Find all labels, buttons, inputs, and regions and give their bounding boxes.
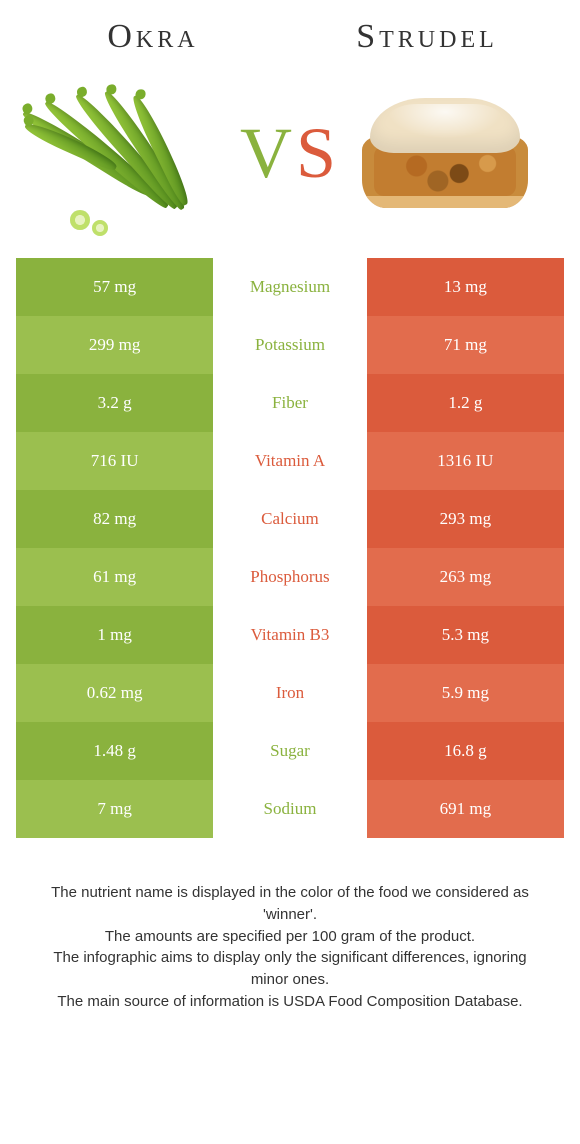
nutrient-label: Potassium bbox=[213, 316, 366, 374]
nutrient-label: Phosphorus bbox=[213, 548, 366, 606]
left-value: 0.62 mg bbox=[16, 664, 213, 722]
right-value: 263 mg bbox=[367, 548, 564, 606]
table-row: 299 mgPotassium71 mg bbox=[16, 316, 564, 374]
left-value: 1.48 g bbox=[16, 722, 213, 780]
left-value: 61 mg bbox=[16, 548, 213, 606]
footer-line-1: The nutrient name is displayed in the co… bbox=[46, 882, 534, 926]
nutrient-label: Fiber bbox=[213, 374, 366, 432]
table-row: 57 mgMagnesium13 mg bbox=[16, 258, 564, 316]
title-row: Okra Strudel bbox=[16, 18, 564, 56]
left-food-title: Okra bbox=[16, 18, 290, 56]
footer-line-2: The amounts are specified per 100 gram o… bbox=[46, 926, 534, 948]
vs-s: S bbox=[296, 113, 340, 193]
left-value: 1 mg bbox=[16, 606, 213, 664]
footer-line-3: The infographic aims to display only the… bbox=[46, 947, 534, 991]
right-value: 691 mg bbox=[367, 780, 564, 838]
strudel-illustration bbox=[350, 68, 540, 238]
table-row: 1.48 gSugar16.8 g bbox=[16, 722, 564, 780]
right-value: 5.3 mg bbox=[367, 606, 564, 664]
right-value: 5.9 mg bbox=[367, 664, 564, 722]
hero-row: VS bbox=[16, 68, 564, 258]
left-value: 57 mg bbox=[16, 258, 213, 316]
left-value: 3.2 g bbox=[16, 374, 213, 432]
footer-notes: The nutrient name is displayed in the co… bbox=[16, 838, 564, 1013]
right-value: 71 mg bbox=[367, 316, 564, 374]
right-value: 293 mg bbox=[367, 490, 564, 548]
nutrient-label: Vitamin B3 bbox=[213, 606, 366, 664]
table-row: 7 mgSodium691 mg bbox=[16, 780, 564, 838]
nutrient-label: Iron bbox=[213, 664, 366, 722]
nutrient-label: Calcium bbox=[213, 490, 366, 548]
right-food-title: Strudel bbox=[290, 18, 564, 56]
table-row: 3.2 gFiber1.2 g bbox=[16, 374, 564, 432]
table-row: 0.62 mgIron5.9 mg bbox=[16, 664, 564, 722]
nutrient-label: Magnesium bbox=[213, 258, 366, 316]
left-value: 82 mg bbox=[16, 490, 213, 548]
nutrient-label: Sodium bbox=[213, 780, 366, 838]
left-value: 299 mg bbox=[16, 316, 213, 374]
nutrient-label: Sugar bbox=[213, 722, 366, 780]
table-row: 716 IUVitamin A1316 IU bbox=[16, 432, 564, 490]
right-value: 13 mg bbox=[367, 258, 564, 316]
right-value: 1316 IU bbox=[367, 432, 564, 490]
right-value: 16.8 g bbox=[367, 722, 564, 780]
table-row: 61 mgPhosphorus263 mg bbox=[16, 548, 564, 606]
okra-illustration bbox=[40, 68, 230, 238]
left-value: 716 IU bbox=[16, 432, 213, 490]
left-value: 7 mg bbox=[16, 780, 213, 838]
table-row: 82 mgCalcium293 mg bbox=[16, 490, 564, 548]
table-row: 1 mgVitamin B35.3 mg bbox=[16, 606, 564, 664]
footer-line-4: The main source of information is USDA F… bbox=[46, 991, 534, 1013]
nutrient-label: Vitamin A bbox=[213, 432, 366, 490]
vs-label: VS bbox=[240, 112, 340, 195]
infographic: Okra Strudel VS 57 mgMagnesium13 mg299 m… bbox=[0, 0, 580, 1013]
nutrient-table: 57 mgMagnesium13 mg299 mgPotassium71 mg3… bbox=[16, 258, 564, 838]
vs-v: V bbox=[240, 113, 296, 193]
right-value: 1.2 g bbox=[367, 374, 564, 432]
